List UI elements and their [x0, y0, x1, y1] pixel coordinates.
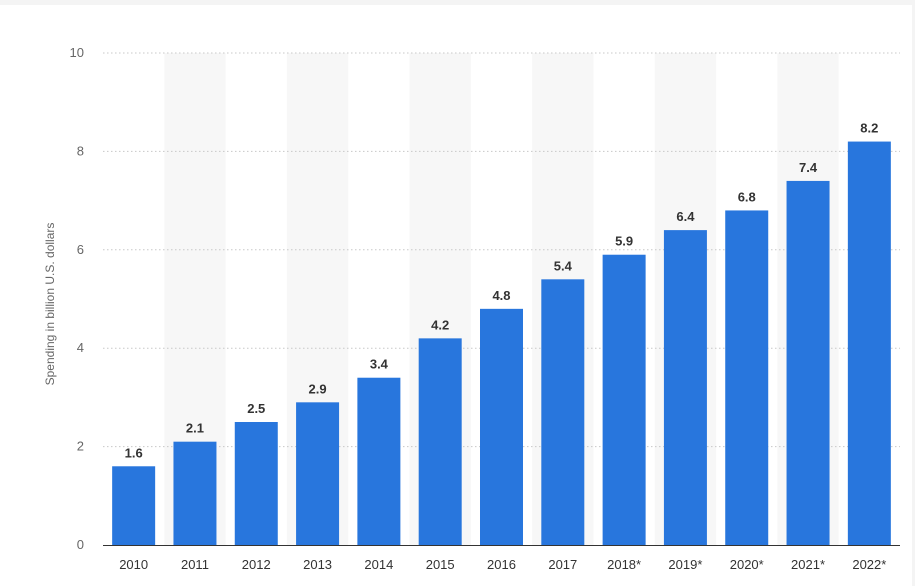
chart-card: 0 2 4 6 8 10 1.6 2.1 2.5 2.9 3.4 4.2 4.8 5.4 5.9 6.4 6.… — [0, 5, 912, 586]
data-label: 4.8 — [492, 288, 510, 303]
x-axis-ticks: 2010 2011 2012 2013 2014 2015 2016 2017 2018* 201… — [119, 557, 886, 572]
bar — [541, 279, 585, 545]
bar-series — [112, 141, 891, 546]
x-tick-label: 2019* — [668, 557, 702, 572]
x-tick-label: 2017 — [548, 557, 577, 572]
x-tick-label: 2014 — [364, 557, 393, 572]
y-tick-label: 8 — [77, 143, 84, 158]
y-tick-label: 6 — [77, 242, 84, 257]
x-tick-label: 2013 — [303, 557, 332, 572]
bar — [234, 422, 278, 545]
bar — [112, 466, 156, 545]
data-label: 3.4 — [370, 357, 389, 372]
data-label: 7.4 — [799, 160, 818, 175]
x-tick-label: 2010 — [119, 557, 148, 572]
x-tick-label: 2015 — [426, 557, 455, 572]
data-label: 5.9 — [615, 234, 633, 249]
bar-chart: 0 2 4 6 8 10 1.6 2.1 2.5 2.9 3.4 4.2 4.8 5.4 5.9 6.4 6.… — [43, 45, 900, 572]
x-tick-label: 2011 — [181, 557, 209, 572]
x-tick-label: 2020* — [730, 557, 764, 572]
data-label: 6.4 — [676, 209, 695, 224]
bar — [296, 402, 340, 545]
data-label: 2.9 — [309, 381, 327, 396]
data-label: 2.5 — [247, 401, 265, 416]
y-axis-ticks: 0 2 4 6 8 10 — [70, 45, 84, 552]
data-label: 8.2 — [860, 121, 878, 136]
bar — [663, 230, 707, 545]
bar — [357, 377, 401, 545]
data-labels: 1.6 2.1 2.5 2.9 3.4 4.2 4.8 5.4 5.9 6.4 6.8 7.4 8.2 — [125, 121, 879, 461]
bar — [602, 254, 646, 545]
data-label: 4.2 — [431, 317, 449, 332]
y-tick-label: 0 — [77, 537, 84, 552]
bar — [418, 338, 462, 545]
x-tick-label: 2018* — [607, 557, 641, 572]
y-tick-label: 4 — [77, 340, 84, 355]
bar — [480, 308, 523, 545]
data-label: 5.4 — [554, 258, 573, 273]
x-tick-label: 2021* — [791, 557, 825, 572]
x-tick-label: 2016 — [487, 557, 516, 572]
bar — [173, 441, 217, 545]
bar — [847, 141, 891, 545]
x-tick-label: 2012 — [242, 557, 271, 572]
data-label: 2.1 — [186, 421, 204, 436]
x-tick-label: 2022* — [852, 557, 886, 572]
data-label: 1.6 — [125, 445, 143, 460]
y-tick-label: 2 — [77, 439, 84, 454]
data-label: 6.8 — [738, 189, 756, 204]
bar — [725, 210, 769, 545]
y-tick-label: 10 — [70, 45, 84, 60]
bar — [786, 180, 830, 546]
y-axis-title: Spending in billion U.S. dollars — [43, 223, 57, 386]
